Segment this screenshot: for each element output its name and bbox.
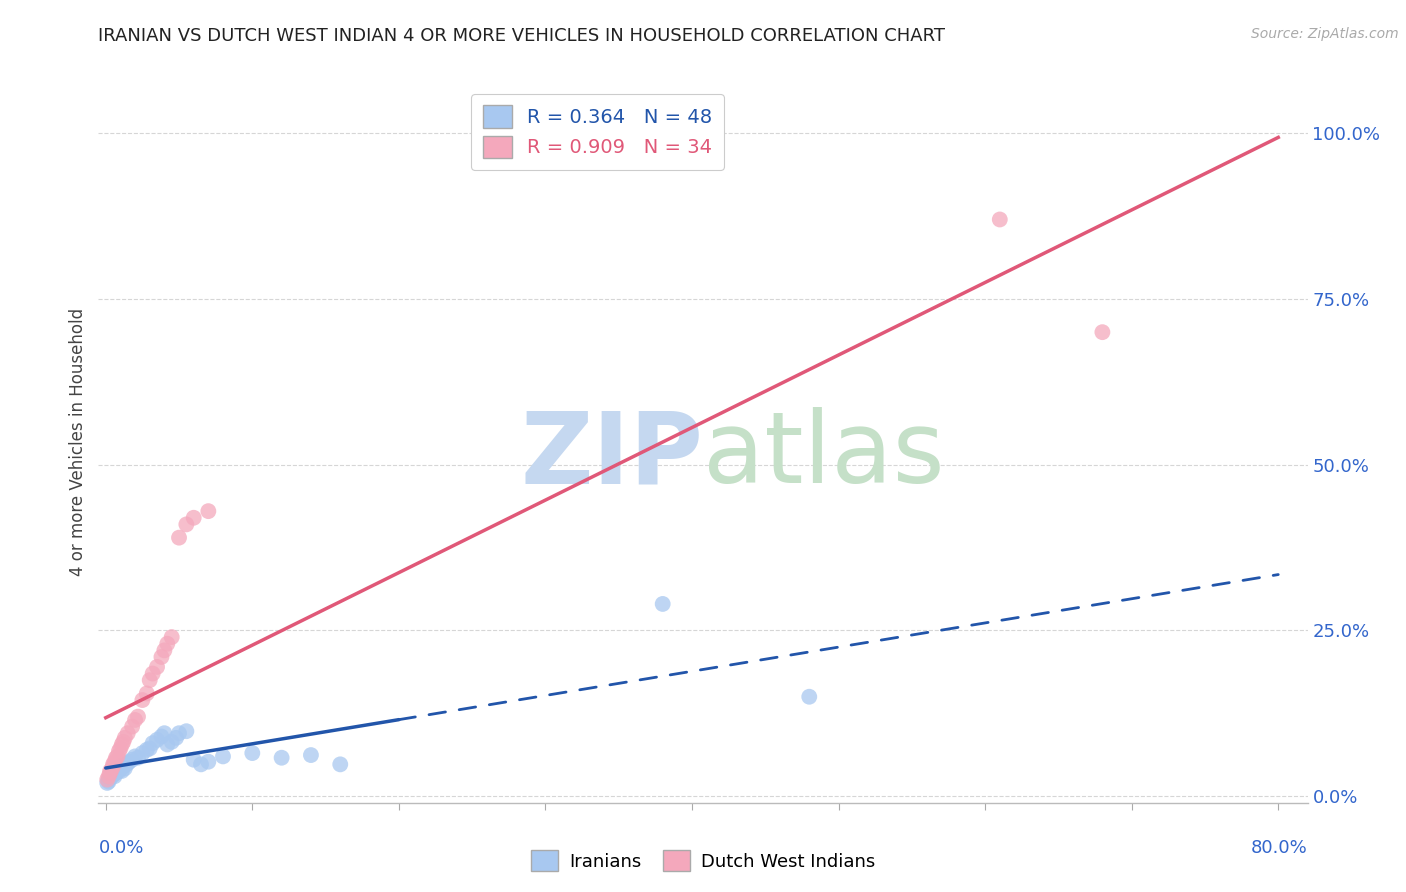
Point bbox=[101, 764, 124, 778]
Point bbox=[105, 750, 128, 764]
Text: IRANIAN VS DUTCH WEST INDIAN 4 OR MORE VEHICLES IN HOUSEHOLD CORRELATION CHART: IRANIAN VS DUTCH WEST INDIAN 4 OR MORE V… bbox=[98, 27, 945, 45]
Point bbox=[101, 768, 124, 782]
Point bbox=[146, 660, 169, 674]
Point bbox=[115, 757, 138, 772]
Y-axis label: 4 or more Vehicles in Household: 4 or more Vehicles in Household bbox=[69, 308, 87, 575]
Point bbox=[142, 736, 165, 750]
Point bbox=[118, 755, 141, 769]
Point bbox=[135, 743, 157, 757]
Point bbox=[105, 763, 128, 777]
Point bbox=[124, 713, 146, 727]
Point bbox=[167, 726, 190, 740]
Point bbox=[329, 757, 352, 772]
Point bbox=[114, 731, 136, 745]
Point bbox=[156, 738, 179, 752]
Point bbox=[176, 517, 198, 532]
Text: 0.0%: 0.0% bbox=[98, 838, 143, 857]
Point bbox=[799, 690, 821, 704]
Point bbox=[98, 769, 121, 783]
Point bbox=[100, 766, 122, 780]
Point bbox=[127, 750, 149, 764]
Text: ZIP: ZIP bbox=[520, 408, 703, 505]
Point bbox=[131, 746, 153, 760]
Legend: Iranians, Dutch West Indians: Iranians, Dutch West Indians bbox=[524, 843, 882, 879]
Point bbox=[103, 766, 125, 780]
Point bbox=[160, 735, 183, 749]
Point bbox=[299, 747, 322, 762]
Point bbox=[1091, 325, 1114, 339]
Point bbox=[105, 766, 128, 780]
Point bbox=[117, 756, 139, 770]
Point bbox=[138, 673, 160, 688]
Point bbox=[135, 686, 157, 700]
Point bbox=[240, 746, 263, 760]
Legend: R = 0.364   N = 48, R = 0.909   N = 34: R = 0.364 N = 48, R = 0.909 N = 34 bbox=[471, 94, 724, 169]
Point bbox=[107, 749, 129, 764]
Point bbox=[988, 212, 1011, 227]
Point bbox=[108, 744, 131, 758]
Point bbox=[212, 749, 235, 764]
Point bbox=[107, 763, 129, 777]
Text: Source: ZipAtlas.com: Source: ZipAtlas.com bbox=[1251, 27, 1399, 41]
Point bbox=[183, 510, 205, 524]
Point bbox=[270, 750, 292, 764]
Point bbox=[108, 764, 131, 778]
Point bbox=[98, 766, 121, 780]
Point bbox=[103, 755, 125, 769]
Point bbox=[117, 726, 139, 740]
Point bbox=[124, 749, 146, 764]
Point bbox=[100, 769, 122, 783]
Point bbox=[146, 732, 169, 747]
Point bbox=[98, 764, 121, 778]
Text: atlas: atlas bbox=[703, 408, 945, 505]
Point bbox=[165, 731, 187, 745]
Point bbox=[160, 630, 183, 644]
Point bbox=[138, 741, 160, 756]
Point bbox=[131, 693, 153, 707]
Point bbox=[167, 531, 190, 545]
Point bbox=[197, 504, 219, 518]
Point bbox=[153, 643, 176, 657]
Point bbox=[101, 757, 124, 772]
Point bbox=[190, 757, 212, 772]
Point bbox=[100, 763, 122, 777]
Point bbox=[156, 637, 179, 651]
Point bbox=[112, 759, 135, 773]
Point bbox=[97, 769, 120, 783]
Point bbox=[121, 720, 143, 734]
Point bbox=[121, 753, 143, 767]
Point bbox=[111, 738, 134, 752]
Point bbox=[197, 755, 219, 769]
Point bbox=[112, 735, 135, 749]
Point bbox=[101, 759, 124, 773]
Point bbox=[110, 761, 132, 775]
Point bbox=[97, 772, 120, 787]
Point bbox=[651, 597, 673, 611]
Point bbox=[110, 741, 132, 756]
Point bbox=[127, 709, 149, 723]
Point bbox=[96, 776, 118, 790]
Point bbox=[114, 761, 136, 775]
Point bbox=[103, 769, 125, 783]
Point bbox=[153, 726, 176, 740]
Text: 80.0%: 80.0% bbox=[1251, 838, 1308, 857]
Point bbox=[110, 759, 132, 773]
Point bbox=[96, 772, 118, 787]
Point bbox=[97, 774, 120, 789]
Point bbox=[176, 724, 198, 739]
Point bbox=[150, 730, 173, 744]
Point bbox=[183, 753, 205, 767]
Point bbox=[111, 764, 134, 778]
Point bbox=[142, 666, 165, 681]
Point bbox=[150, 650, 173, 665]
Point bbox=[98, 771, 121, 785]
